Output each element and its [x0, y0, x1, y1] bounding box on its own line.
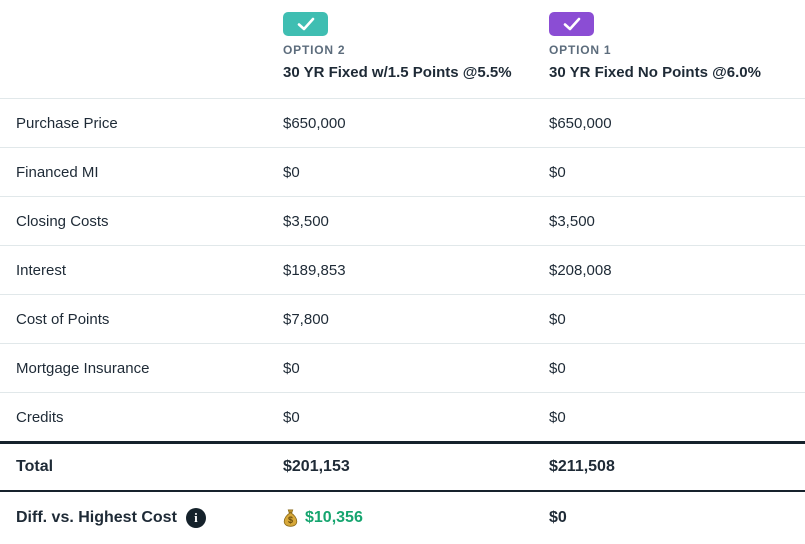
row-value-option1: $650,000: [549, 114, 612, 132]
table-row-purchase-price: Purchase Price $650,000 $650,000: [0, 98, 805, 147]
row-value-option2: $0: [283, 163, 300, 181]
option1-checkbox[interactable]: [549, 12, 594, 36]
info-icon[interactable]: i: [185, 508, 206, 528]
total-value-option1: $211,508: [549, 458, 615, 475]
row-value-option1: $0: [549, 408, 566, 426]
column-header-option1: OPTION 1 30 YR Fixed No Points @6.0%: [549, 12, 805, 81]
diff-value-option2: $10,356: [305, 509, 363, 526]
row-value-option2: $189,853: [283, 261, 346, 279]
diff-value-option1: $0: [549, 509, 567, 526]
table-header: OPTION 2 30 YR Fixed w/1.5 Points @5.5% …: [0, 0, 805, 98]
diff-label: Diff. vs. Highest Cost: [16, 509, 177, 527]
table-row-total: Total $201,153 $211,508: [0, 441, 805, 490]
row-value-option2: $0: [283, 408, 300, 426]
row-value-option1: $208,008: [549, 261, 612, 279]
row-label: Purchase Price: [16, 114, 118, 132]
row-value-option1: $3,500: [549, 212, 595, 230]
check-icon: [562, 16, 582, 32]
diff-value-option2-cell: $ $10,356: [283, 509, 549, 527]
total-value-option2: $201,153: [283, 458, 350, 475]
table-row-mortgage-insurance: Mortgage Insurance $0 $0: [0, 343, 805, 392]
row-label: Credits: [16, 408, 64, 426]
row-label: Financed MI: [16, 163, 99, 181]
diff-label-cell: Diff. vs. Highest Cost i: [0, 508, 283, 528]
row-value-option2: $650,000: [283, 114, 346, 132]
table-row-closing-costs: Closing Costs $3,500 $3,500: [0, 196, 805, 245]
total-label: Total: [16, 458, 54, 475]
svg-text:$: $: [288, 515, 293, 525]
money-bag-icon: $: [283, 509, 298, 527]
row-value-option1: $0: [549, 163, 566, 181]
option2-title: 30 YR Fixed w/1.5 Points @5.5%: [283, 64, 512, 81]
check-icon: [296, 16, 316, 32]
option1-title: 30 YR Fixed No Points @6.0%: [549, 64, 761, 81]
row-value-option2: $3,500: [283, 212, 329, 230]
row-label: Cost of Points: [16, 310, 110, 328]
row-label: Interest: [16, 261, 67, 279]
table-row-interest: Interest $189,853 $208,008: [0, 245, 805, 294]
option1-badge: OPTION 1: [549, 43, 612, 57]
row-label: Mortgage Insurance: [16, 359, 150, 377]
table-row-diff-vs-highest-cost: Diff. vs. Highest Cost i $ $10,356 $0: [0, 490, 805, 544]
row-value-option2: $7,800: [283, 310, 329, 328]
table-row-cost-of-points: Cost of Points $7,800 $0: [0, 294, 805, 343]
table-row-credits: Credits $0 $0: [0, 392, 805, 441]
row-label: Closing Costs: [16, 212, 109, 230]
option2-checkbox[interactable]: [283, 12, 328, 36]
row-value-option1: $0: [549, 310, 566, 328]
column-header-option2: OPTION 2 30 YR Fixed w/1.5 Points @5.5%: [283, 12, 549, 81]
table-row-financed-mi: Financed MI $0 $0: [0, 147, 805, 196]
row-value-option2: $0: [283, 359, 300, 377]
row-value-option1: $0: [549, 359, 566, 377]
option2-badge: OPTION 2: [283, 43, 346, 57]
